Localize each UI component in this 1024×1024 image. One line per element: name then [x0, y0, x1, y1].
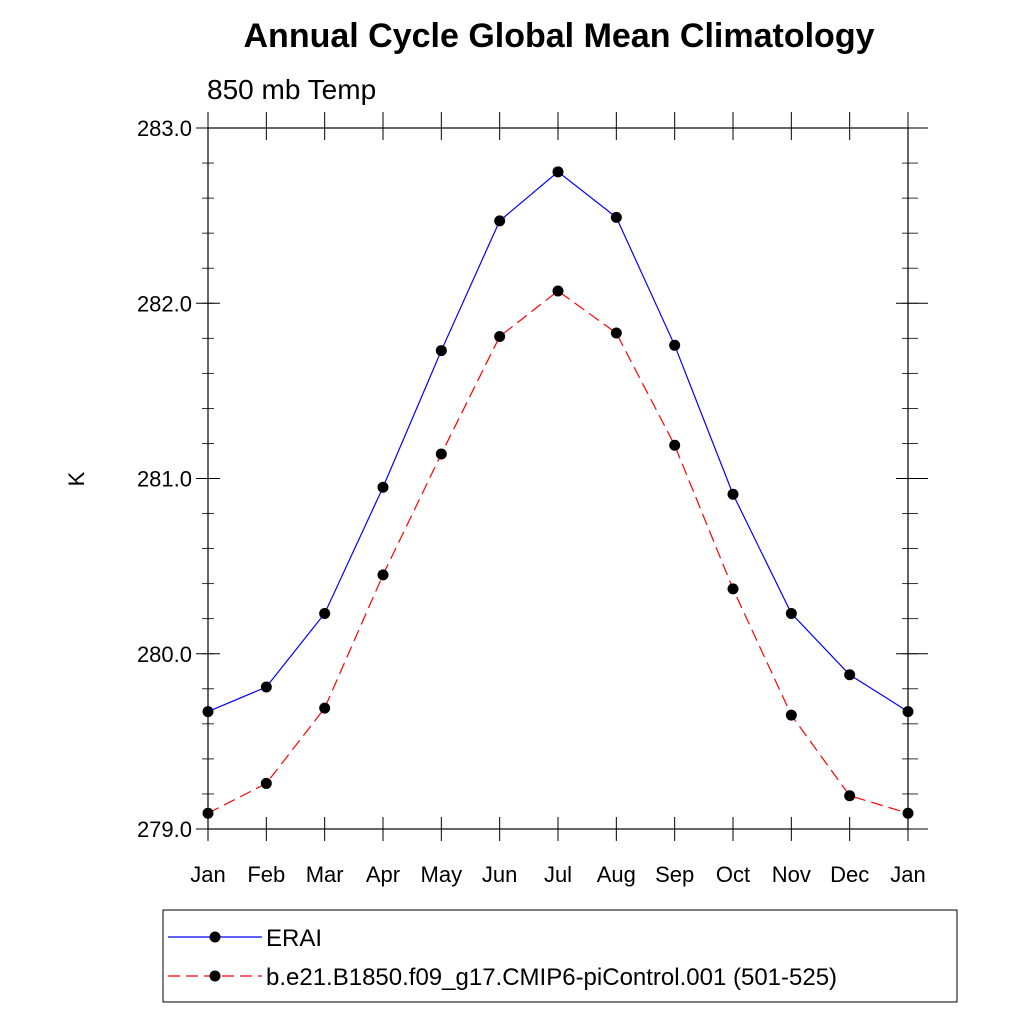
series-2-point: [202, 807, 214, 819]
y-tick-labels: 279.0 280.0 281.0 282.0 283.0: [137, 116, 192, 842]
series-2-point: [902, 807, 914, 819]
x-tick-label: Jan: [190, 862, 225, 887]
series-1-point: [610, 211, 622, 223]
x-tick-label: Feb: [247, 862, 285, 887]
y-tick-label: 281.0: [137, 467, 192, 492]
series-2-point: [844, 790, 856, 802]
x-tick-label: Jul: [544, 862, 572, 887]
y-tick-label: 282.0: [137, 291, 192, 316]
plot-frame: [207, 127, 909, 830]
series-2-point: [552, 285, 564, 297]
x-tick-label: Apr: [366, 862, 400, 887]
series-layer: [202, 166, 914, 819]
axis-ticks: [196, 112, 928, 841]
series-2-point: [319, 702, 331, 714]
series-1-point: [435, 345, 447, 357]
x-tick-label: May: [421, 862, 463, 887]
legend-label-1: ERAI: [266, 925, 322, 952]
chart-subtitle: 850 mb Temp: [207, 74, 376, 105]
x-tick-label: Aug: [597, 862, 636, 887]
series-2-point: [727, 583, 739, 595]
legend-label-2: b.e21.B1850.f09_g17.CMIP6-piControl.001 …: [266, 964, 837, 991]
series-2-point: [260, 777, 272, 789]
legend-box: [162, 909, 958, 1003]
x-tick-labels: Jan Feb Mar Apr May Jun Jul Aug Sep Oct Nov Dec Jan: [190, 862, 925, 887]
series-1-point: [202, 706, 214, 718]
x-tick-label: Mar: [306, 862, 344, 887]
x-tick-label: Oct: [716, 862, 750, 887]
x-tick-label: Jan: [890, 862, 925, 887]
series-2-point: [494, 331, 506, 343]
series-1-point: [902, 706, 914, 718]
series-2-point: [610, 327, 622, 339]
y-tick-label: 280.0: [137, 642, 192, 667]
y-axis-label: K: [64, 471, 89, 486]
y-tick-label: 279.0: [137, 817, 192, 842]
legend: ERAI b.e21.B1850.f09_g17.CMIP6-piControl.…: [168, 925, 837, 991]
legend-marker-1: [209, 931, 221, 943]
series-1-point: [319, 607, 331, 619]
series-1-point: [785, 607, 797, 619]
x-tick-label: Dec: [830, 862, 869, 887]
series-2-point: [669, 439, 681, 451]
x-tick-label: Jun: [482, 862, 517, 887]
series-2-point: [377, 569, 389, 581]
series-1-point: [377, 481, 389, 493]
series-2-point: [435, 448, 447, 460]
series-1-point: [844, 669, 856, 681]
series-1-point: [260, 681, 272, 693]
series-1-point: [494, 215, 506, 227]
series-2-point: [785, 709, 797, 721]
y-tick-label: 283.0: [137, 116, 192, 141]
series-line-1: [207, 171, 909, 713]
x-tick-label: Sep: [655, 862, 694, 887]
series-line-2: [207, 290, 909, 814]
legend-marker-2: [209, 970, 221, 982]
series-1-point: [669, 339, 681, 351]
chart-title: Annual Cycle Global Mean Climatology: [244, 17, 875, 55]
x-tick-label: Nov: [772, 862, 811, 887]
series-1-point: [727, 488, 739, 500]
series-1-point: [552, 166, 564, 178]
